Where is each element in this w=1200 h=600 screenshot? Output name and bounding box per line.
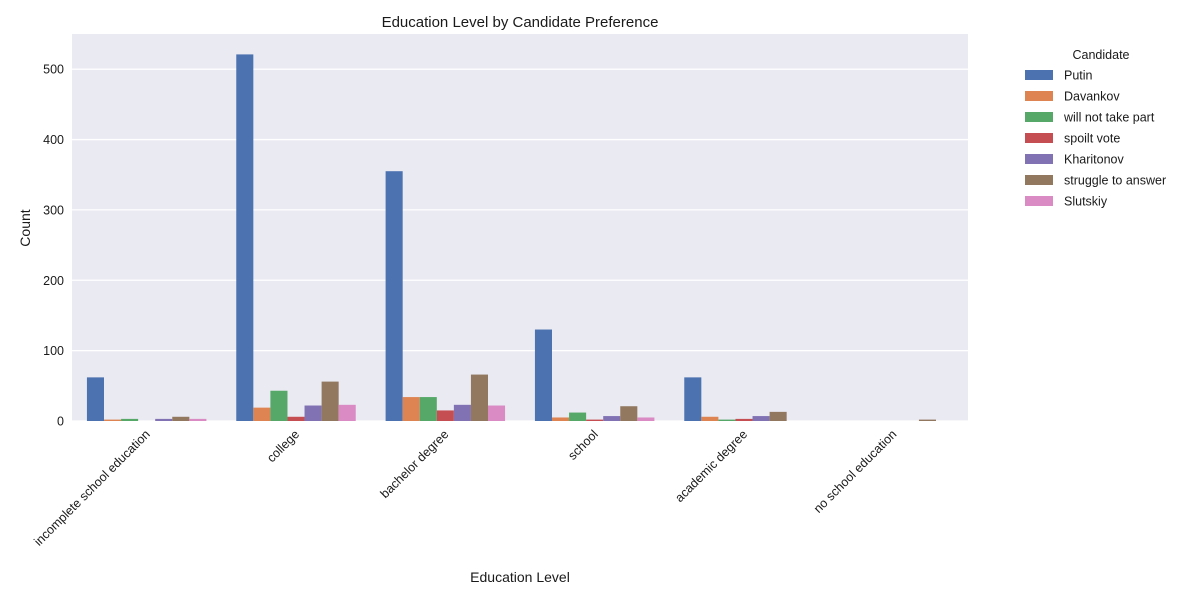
legend-label-kharitonov: Kharitonov — [1064, 153, 1125, 167]
bar-school-struggle-to-answer — [620, 406, 638, 421]
bar-academic-degree-struggle-to-answer — [769, 411, 787, 421]
bar-academic-degree-putin — [684, 377, 702, 421]
bar-academic-degree-will-not-take-part — [718, 419, 736, 421]
legend-label-spoilt-vote: spoilt vote — [1064, 132, 1120, 146]
bar-incomplete-school-education-kharitonov — [155, 418, 173, 421]
bar-college-slutskiy — [338, 404, 356, 421]
bar-incomplete-school-education-struggle-to-answer — [172, 416, 190, 421]
plot-area — [72, 34, 968, 421]
legend-label-struggle-to-answer: struggle to answer — [1064, 174, 1166, 188]
y-tick-label: 0 — [57, 415, 64, 429]
bar-college-struggle-to-answer — [321, 381, 339, 421]
bar-school-kharitonov — [603, 416, 621, 421]
grid-lines — [72, 68, 968, 422]
bar-school-spoilt-vote — [586, 419, 604, 421]
legend-swatch-struggle-to-answer — [1025, 175, 1053, 185]
legend-swatch-spoilt-vote — [1025, 133, 1053, 143]
bar-college-will-not-take-part — [270, 390, 288, 421]
bar-incomplete-school-education-will-not-take-part — [121, 418, 139, 421]
chart-title: Education Level by Candidate Preference — [382, 14, 659, 31]
legend-swatch-putin — [1025, 70, 1053, 80]
x-tick-label: college — [264, 427, 302, 465]
legend-label-slutskiy: Slutskiy — [1064, 195, 1108, 209]
legend-swatch-will-not-take-part — [1025, 112, 1053, 122]
bar-bachelor-degree-putin — [385, 171, 403, 421]
x-axis-label: Education Level — [470, 569, 570, 585]
legend-label-putin: Putin — [1064, 69, 1093, 83]
bar-school-slutskiy — [637, 417, 655, 421]
bar-bachelor-degree-will-not-take-part — [419, 397, 437, 421]
bar-college-kharitonov — [304, 405, 322, 421]
bar-incomplete-school-education-slutskiy — [189, 418, 207, 421]
bar-college-spoilt-vote — [287, 416, 305, 421]
y-tick-label: 500 — [43, 63, 64, 77]
bar-no-school-education-struggle-to-answer — [918, 419, 936, 421]
x-tick-label: school — [565, 427, 600, 462]
x-tick-label: incomplete school education — [31, 427, 152, 548]
x-tick-label: no school education — [811, 427, 900, 516]
bar-bachelor-degree-slutskiy — [488, 405, 506, 421]
y-tick-labels: 0 100 200 300 400 500 — [43, 63, 64, 429]
bar-school-will-not-take-part — [569, 412, 587, 421]
bar-academic-degree-kharitonov — [752, 416, 770, 421]
legend-swatch-davankov — [1025, 91, 1053, 101]
bars — [86, 54, 936, 421]
bar-school-davankov — [552, 417, 570, 421]
bar-college-davankov — [253, 407, 271, 421]
bar-academic-degree-spoilt-vote — [735, 418, 753, 421]
bar-bachelor-degree-kharitonov — [453, 404, 471, 421]
bar-bachelor-degree-davankov — [402, 397, 420, 421]
bar-incomplete-school-education-davankov — [104, 419, 122, 421]
legend-swatch-kharitonov — [1025, 154, 1053, 164]
legend-label-will-not-take-part: will not take part — [1063, 111, 1155, 125]
bar-school-putin — [534, 329, 552, 421]
y-tick-label: 300 — [43, 203, 64, 217]
y-axis-label: Count — [17, 209, 33, 246]
x-tick-label: bachelor degree — [378, 427, 452, 501]
legend: Candidate Putin Davankov will not take par… — [1025, 48, 1166, 209]
bar-incomplete-school-education-putin — [86, 377, 104, 421]
y-tick-label: 100 — [43, 344, 64, 358]
y-tick-label: 400 — [43, 133, 64, 147]
bar-bachelor-degree-struggle-to-answer — [470, 374, 488, 421]
y-tick-label: 200 — [43, 274, 64, 288]
bar-college-putin — [236, 54, 254, 421]
legend-title: Candidate — [1073, 48, 1130, 62]
legend-label-davankov: Davankov — [1064, 90, 1120, 104]
legend-swatch-slutskiy — [1025, 196, 1053, 206]
bar-academic-degree-davankov — [701, 416, 719, 421]
x-tick-labels: incomplete school education college bachel… — [31, 427, 899, 548]
x-tick-label: academic degree — [672, 427, 750, 505]
bar-bachelor-degree-spoilt-vote — [436, 410, 454, 421]
